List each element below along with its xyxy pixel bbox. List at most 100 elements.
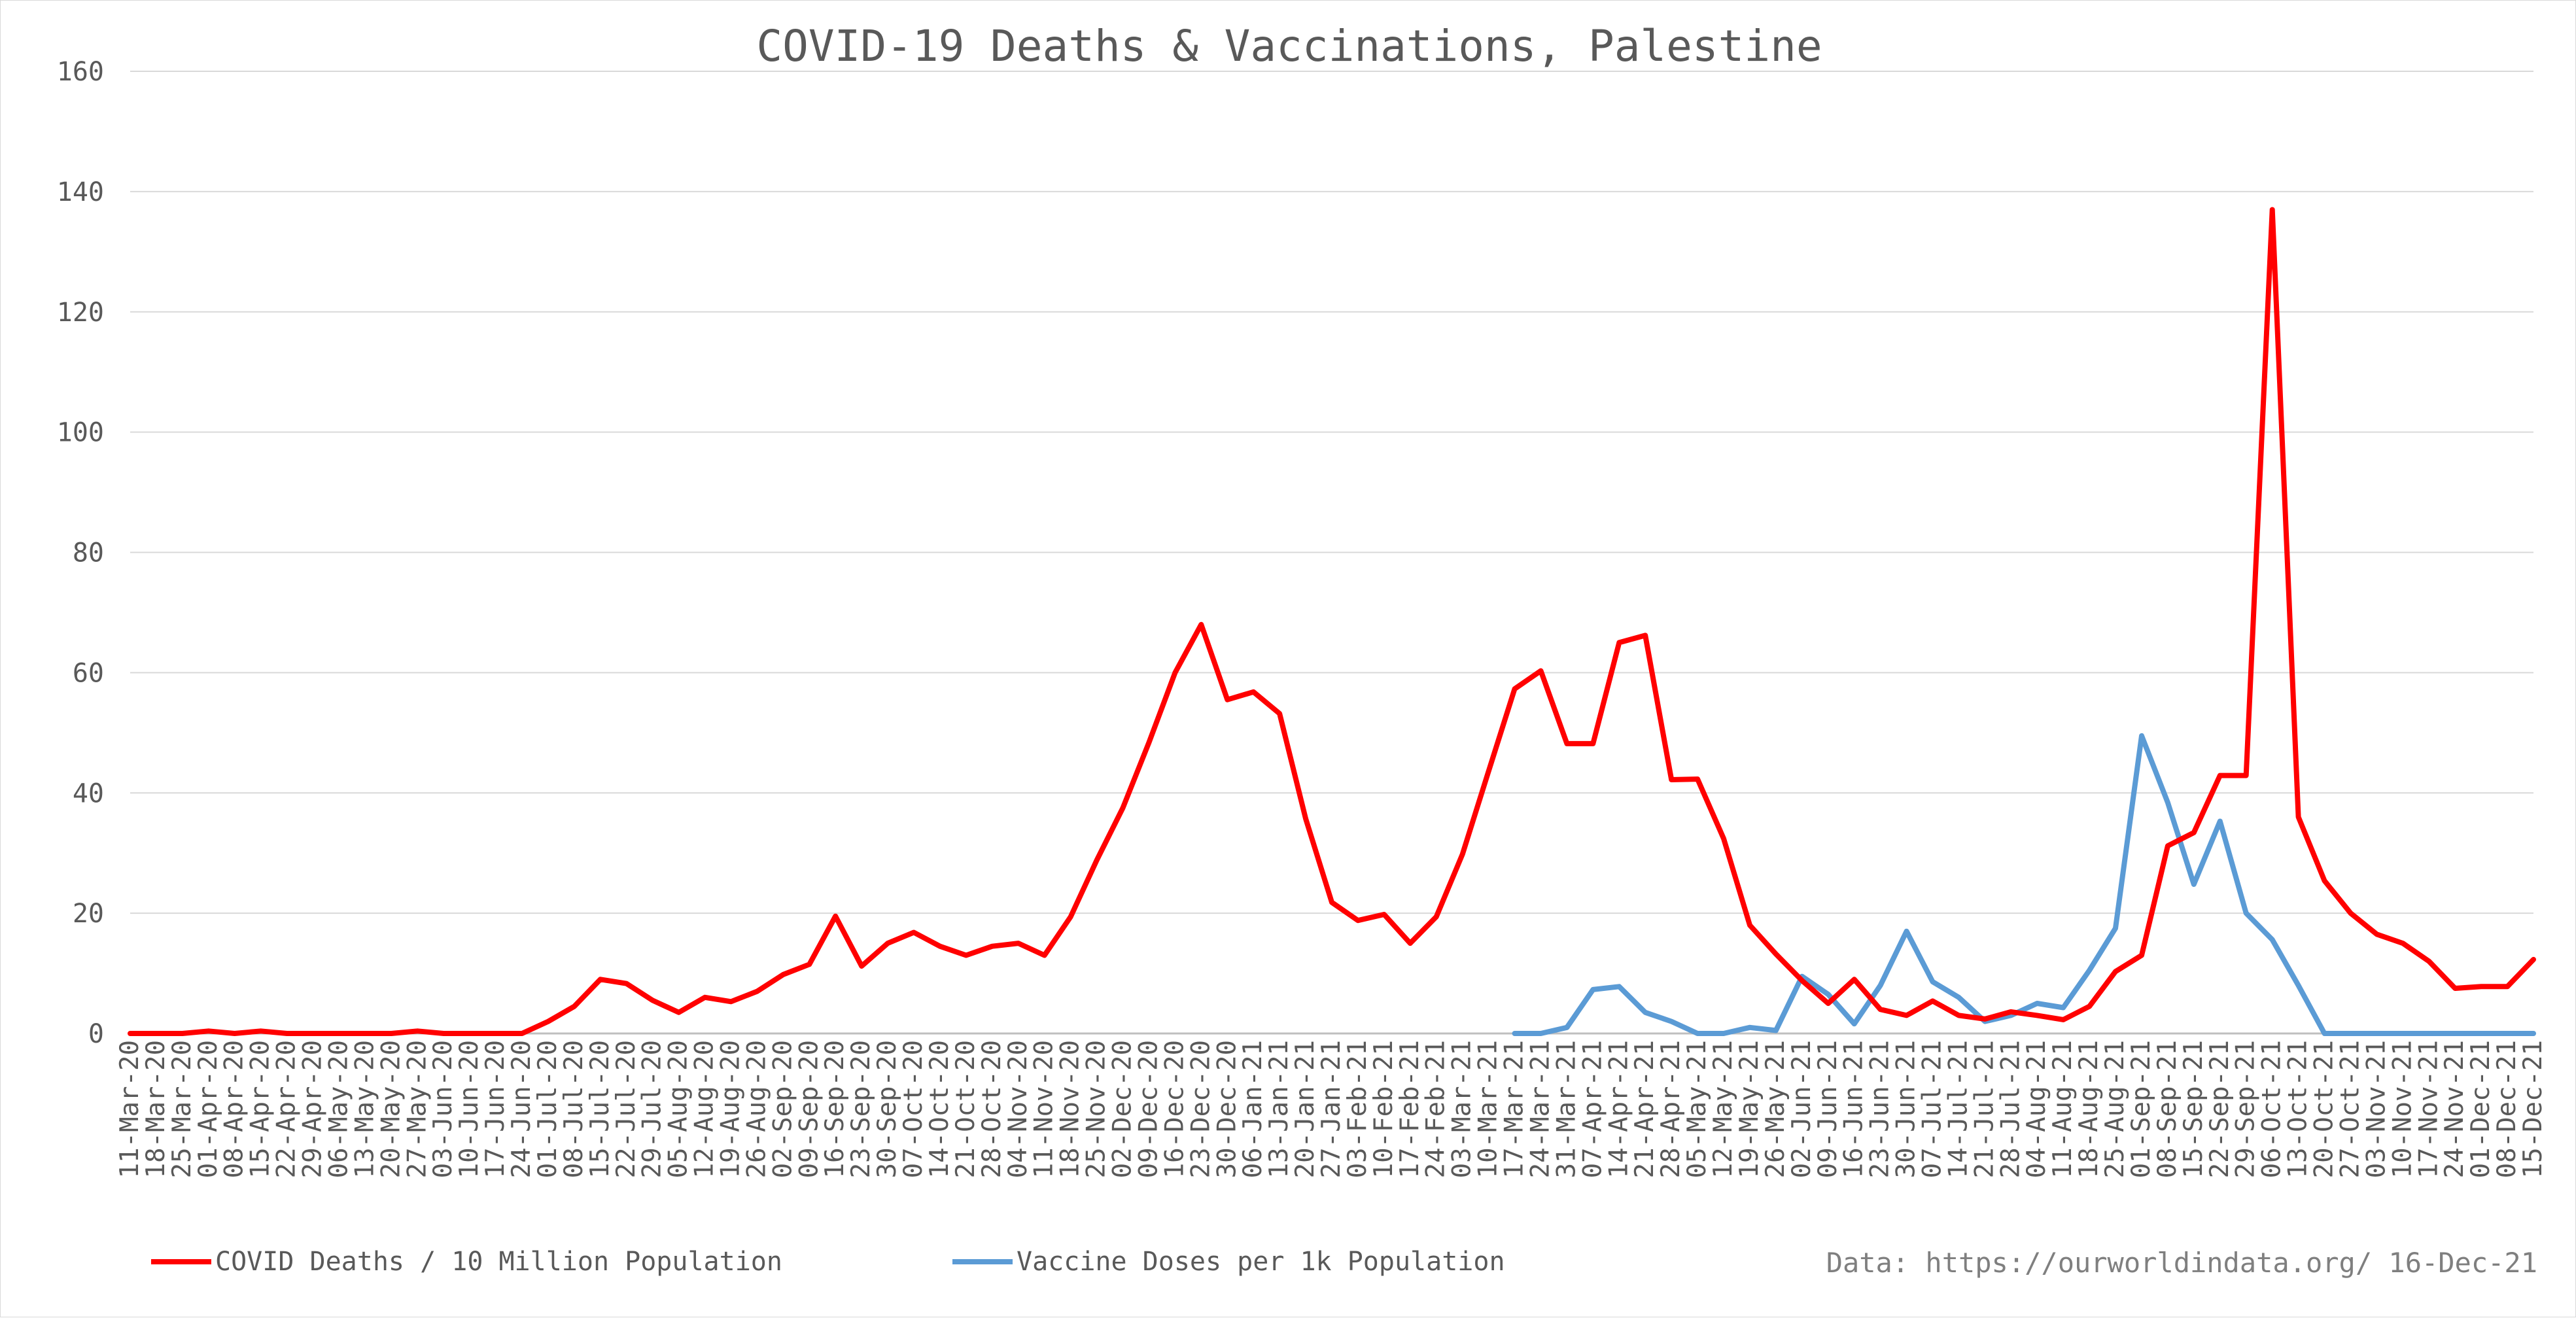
y-tick-label: 100 (57, 418, 104, 448)
x-tick-label: 05-May-21 (1682, 1040, 1712, 1178)
x-tick-label: 07-Apr-21 (1578, 1040, 1607, 1178)
x-tick-label: 25-Mar-20 (167, 1040, 197, 1178)
x-tick-label: 07-Oct-20 (899, 1040, 928, 1178)
x-tick-label: 23-Jun-21 (1866, 1040, 1895, 1178)
x-tick-label: 19-Aug-20 (716, 1040, 746, 1178)
x-tick-label: 24-Jun-20 (507, 1040, 536, 1178)
x-tick-label: 01-Dec-21 (2466, 1040, 2496, 1178)
x-tick-label: 01-Sep-21 (2127, 1040, 2156, 1178)
x-tick-label: 29-Apr-20 (298, 1040, 328, 1178)
x-tick-label: 08-Jul-20 (559, 1040, 589, 1178)
x-tick-label: 15-Sep-21 (2179, 1040, 2208, 1178)
y-tick-label: 20 (73, 899, 104, 929)
x-tick-label: 09-Dec-20 (1134, 1040, 1163, 1178)
x-tick-label: 10-Feb-21 (1369, 1040, 1399, 1178)
x-tick-label: 06-Jan-21 (1238, 1040, 1268, 1178)
source-note: Data: https://ourworldindata.org/ 16-Dec… (1826, 1247, 2537, 1279)
x-tick-label: 12-Aug-20 (690, 1040, 720, 1178)
grid (130, 71, 2533, 1035)
x-tick-label: 22-Apr-20 (272, 1040, 302, 1178)
x-tick-label: 08-Dec-21 (2492, 1040, 2522, 1178)
y-tick-label: 80 (73, 538, 104, 568)
x-tick-label: 03-Mar-21 (1448, 1040, 1477, 1178)
series-line-vaccines (1512, 733, 2536, 1036)
x-tick-label: 26-Aug-20 (742, 1040, 771, 1178)
x-tick-label: 14-Jul-21 (1943, 1040, 1973, 1178)
y-tick-label: 40 (73, 778, 104, 808)
x-tick-label: 12-May-21 (1709, 1040, 1738, 1178)
x-tick-label: 13-Oct-21 (2284, 1040, 2313, 1178)
x-tick-label: 09-Jun-21 (1813, 1040, 1843, 1178)
x-tick-label: 05-Aug-20 (664, 1040, 693, 1178)
x-tick-label: 24-Feb-21 (1421, 1040, 1451, 1178)
y-tick-label: 0 (88, 1019, 104, 1049)
x-tick-label: 14-Apr-21 (1604, 1040, 1633, 1178)
x-tick-label: 13-Jan-21 (1264, 1040, 1294, 1178)
x-tick-label: 03-Feb-21 (1343, 1040, 1372, 1178)
x-tick-label: 14-Oct-20 (925, 1040, 954, 1178)
x-tick-label: 03-Nov-21 (2361, 1040, 2391, 1178)
x-tick-label: 18-Mar-20 (141, 1040, 171, 1178)
x-tick-label: 01-Apr-20 (194, 1040, 223, 1178)
x-tick-label: 09-Sep-20 (794, 1040, 824, 1178)
x-tick-label: 11-Mar-20 (115, 1040, 145, 1178)
y-tick-label: 120 (57, 298, 104, 328)
legend-label-vaccines: Vaccine Doses per 1k Population (1017, 1247, 1505, 1277)
x-tick-label: 08-Apr-20 (220, 1040, 249, 1178)
x-tick-label: 28-Oct-20 (977, 1040, 1007, 1178)
legend-label-deaths: COVID Deaths / 10 Million Population (215, 1247, 782, 1277)
x-tick-label: 20-May-20 (376, 1040, 406, 1178)
x-tick-label: 17-Feb-21 (1395, 1040, 1425, 1178)
x-tick-label: 08-Sep-21 (2153, 1040, 2182, 1178)
x-axis-ticks: 11-Mar-2018-Mar-2025-Mar-2001-Apr-2008-A… (115, 1040, 2548, 1178)
x-tick-label: 15-Dec-21 (2518, 1040, 2548, 1178)
x-tick-label: 19-May-21 (1735, 1040, 1764, 1178)
x-tick-label: 17-Jun-20 (481, 1040, 510, 1178)
x-tick-label: 27-Jan-21 (1317, 1040, 1346, 1178)
x-tick-label: 07-Jul-21 (1918, 1040, 1947, 1178)
x-tick-label: 13-May-20 (350, 1040, 379, 1178)
x-tick-label: 24-Nov-21 (2440, 1040, 2469, 1178)
x-tick-label: 29-Sep-21 (2231, 1040, 2261, 1178)
x-tick-label: 01-Jul-20 (533, 1040, 563, 1178)
x-tick-label: 02-Dec-20 (1108, 1040, 1138, 1178)
x-tick-label: 30-Sep-20 (873, 1040, 902, 1178)
x-tick-label: 20-Oct-21 (2310, 1040, 2339, 1178)
x-tick-label: 21-Oct-20 (951, 1040, 981, 1178)
x-tick-label: 16-Sep-20 (820, 1040, 850, 1178)
x-tick-label: 30-Dec-20 (1212, 1040, 1242, 1178)
x-tick-label: 06-Oct-21 (2257, 1040, 2287, 1178)
series-lines (128, 207, 2536, 1036)
x-tick-label: 03-Jun-20 (428, 1040, 458, 1178)
x-tick-label: 28-Jul-21 (1996, 1040, 2025, 1178)
y-tick-label: 140 (57, 177, 104, 207)
x-tick-label: 18-Nov-20 (1056, 1040, 1085, 1178)
x-tick-label: 10-Nov-21 (2388, 1040, 2417, 1178)
x-tick-label: 25-Nov-20 (1082, 1040, 1111, 1178)
x-tick-label: 22-Jul-20 (612, 1040, 641, 1178)
y-tick-label: 160 (57, 57, 104, 87)
x-tick-label: 15-Apr-20 (246, 1040, 275, 1178)
x-tick-label: 25-Aug-21 (2100, 1040, 2130, 1178)
y-axis-ticks: 0 20 40 60 80 100 120 140 160 (57, 57, 104, 1049)
x-tick-label: 26-May-21 (1761, 1040, 1790, 1178)
x-tick-label: 21-Jul-21 (1970, 1040, 1999, 1178)
x-tick-label: 17-Mar-21 (1500, 1040, 1529, 1178)
x-tick-label: 31-Mar-21 (1552, 1040, 1581, 1178)
x-tick-label: 16-Jun-21 (1839, 1040, 1869, 1178)
x-tick-label: 30-Jun-21 (1892, 1040, 1921, 1178)
x-tick-label: 06-May-20 (324, 1040, 353, 1178)
x-tick-label: 02-Jun-21 (1787, 1040, 1817, 1178)
x-tick-label: 04-Aug-21 (2022, 1040, 2051, 1178)
x-tick-label: 23-Sep-20 (846, 1040, 876, 1178)
x-tick-label: 27-Oct-21 (2335, 1040, 2365, 1178)
y-tick-label: 60 (73, 658, 104, 688)
x-tick-label: 02-Sep-20 (768, 1040, 797, 1178)
x-tick-label: 29-Jul-20 (638, 1040, 667, 1178)
x-tick-label: 15-Jul-20 (585, 1040, 615, 1178)
x-tick-label: 20-Jan-21 (1291, 1040, 1320, 1178)
x-tick-label: 10-Mar-21 (1474, 1040, 1503, 1178)
x-tick-label: 27-May-20 (402, 1040, 432, 1178)
